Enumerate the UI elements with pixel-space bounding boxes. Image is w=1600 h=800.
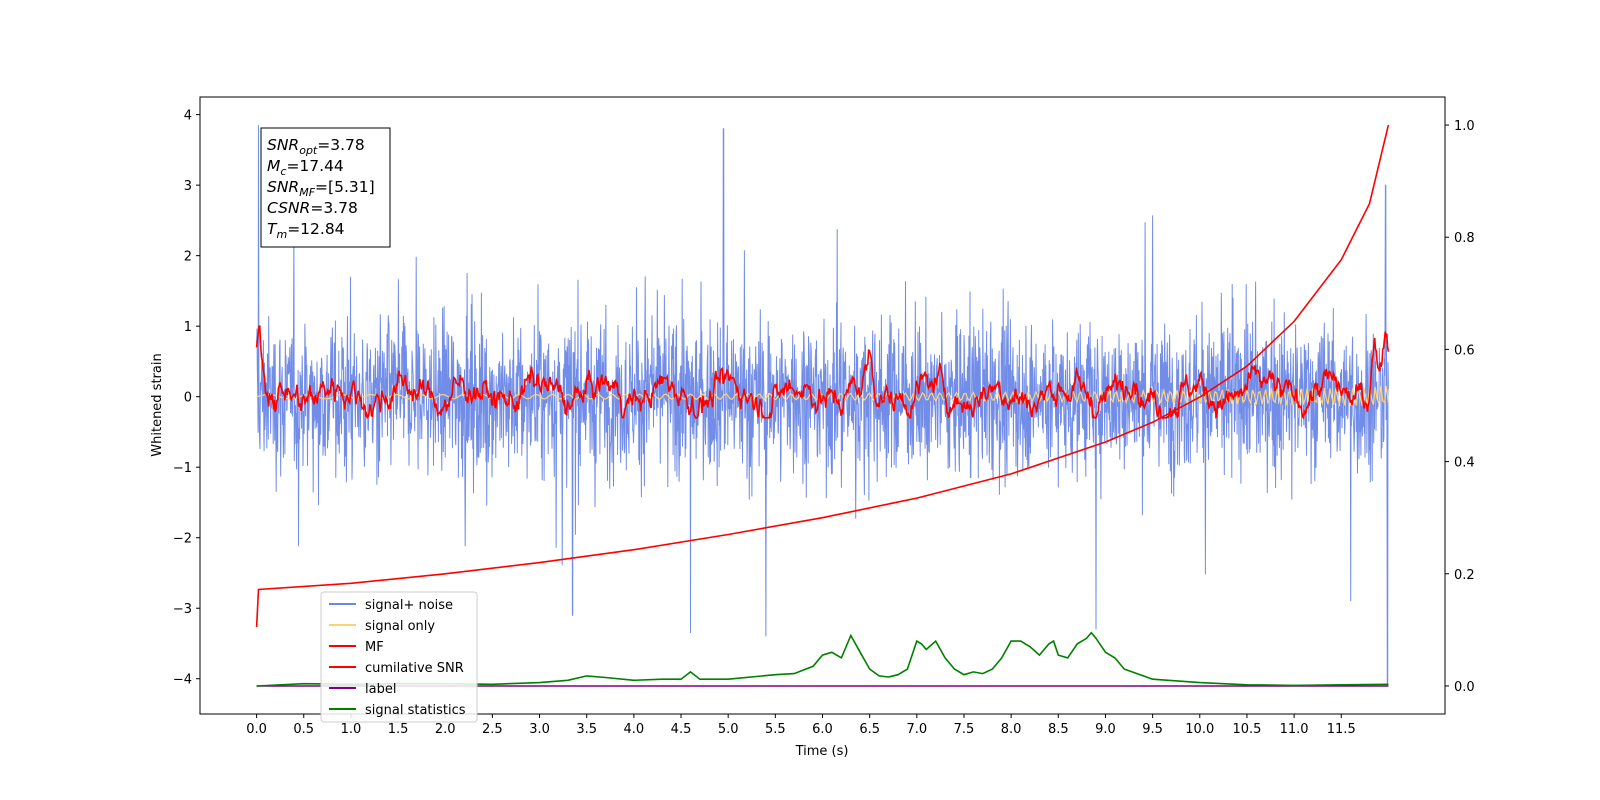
series-signal-statistics [256,631,1389,687]
legend: signal+ noise signal only MF cumilative SNR… [320,591,478,723]
stats-line: CSNR=3.78 [267,199,358,217]
y-right-tick-label: 0.6 [1454,343,1475,358]
y-left-tick-label: −2 [173,532,192,547]
legend-entry: signal only [365,619,435,634]
x-tick-label: 4.5 [671,722,692,737]
x-tick-label: 1.5 [388,722,409,737]
legend-entry: MF [365,640,384,655]
y-right-tick-label: 0.4 [1454,456,1475,471]
x-tick-label: 11.5 [1327,722,1356,737]
x-tick-label: 9.5 [1142,722,1163,737]
y-left-tick-label: 2 [184,250,192,265]
stats-line: SNRopt=3.78 [267,136,365,157]
y-right-tick-label: 0.0 [1454,680,1475,695]
x-tick-label: 7.0 [906,722,927,737]
y-left-tick-label: 1 [184,320,192,335]
y-axis-label: Whitened strain [150,353,165,456]
y-left-tick-label: −4 [173,673,192,688]
x-tick-label: 2.0 [435,722,456,737]
x-tick-label: 11.0 [1280,722,1309,737]
stats-line: SNRMF=[5.31] [267,178,375,199]
x-tick-label: 7.5 [954,722,975,737]
y-left-tick-label: 4 [184,109,192,124]
x-tick-label: 2.5 [482,722,503,737]
legend-entry: cumilative SNR [365,661,464,676]
stats-box: SNRopt=3.78Mc=17.44SNRMF=[5.31]CSNR=3.78… [260,127,391,248]
legend-frame [320,591,478,723]
y-right-tick-label: 0.2 [1454,568,1475,583]
x-tick-label: 8.5 [1048,722,1069,737]
x-tick-label: 9.0 [1095,722,1116,737]
y-left-tick-label: 3 [184,179,192,194]
x-tick-label: 3.5 [576,722,597,737]
stats-line: Tm=12.84 [267,220,345,241]
x-tick-label: 6.0 [812,722,833,737]
x-axis: 0.0 0.5 1.0 1.5 2.0 2.5 3.0 3.5 4.0 4.5 5.0 5.5 6.0 6… [246,714,1356,737]
x-tick-label: 0.0 [246,722,267,737]
y-left-tick-label: −1 [173,461,192,476]
legend-entry: label [365,682,396,697]
series-mf [255,325,1390,420]
x-tick-label: 5.0 [718,722,739,737]
x-tick-label: 8.0 [1001,722,1022,737]
stats-line: Mc=17.44 [267,157,344,178]
legend-entry: signal+ noise [365,598,453,613]
y-right-tick-label: 0.8 [1454,231,1475,246]
x-tick-label: 10.5 [1232,722,1261,737]
y-left-tick-label: 0 [184,391,192,406]
x-tick-label: 6.5 [859,722,880,737]
x-tick-label: 10.0 [1185,722,1214,737]
x-tick-label: 0.5 [293,722,314,737]
series-cumulative-snr [255,124,1390,628]
x-tick-label: 5.5 [765,722,786,737]
y-axis-right: 0.0 0.2 0.4 0.6 0.8 1.0 [1445,119,1475,695]
x-axis-label: Time (s) [795,744,849,759]
x-tick-label: 1.0 [341,722,362,737]
x-tick-label: 4.0 [624,722,645,737]
y-right-tick-label: 1.0 [1454,119,1475,134]
series-signal-only [256,386,1389,406]
y-axis-left: −4 −3 −2 −1 0 1 2 3 4 [173,109,200,688]
series-signal-noise [256,125,1389,687]
legend-entry: signal statistics [365,703,466,718]
y-left-tick-label: −3 [173,602,192,617]
stats-box-frame [260,127,391,248]
x-tick-label: 3.0 [529,722,550,737]
